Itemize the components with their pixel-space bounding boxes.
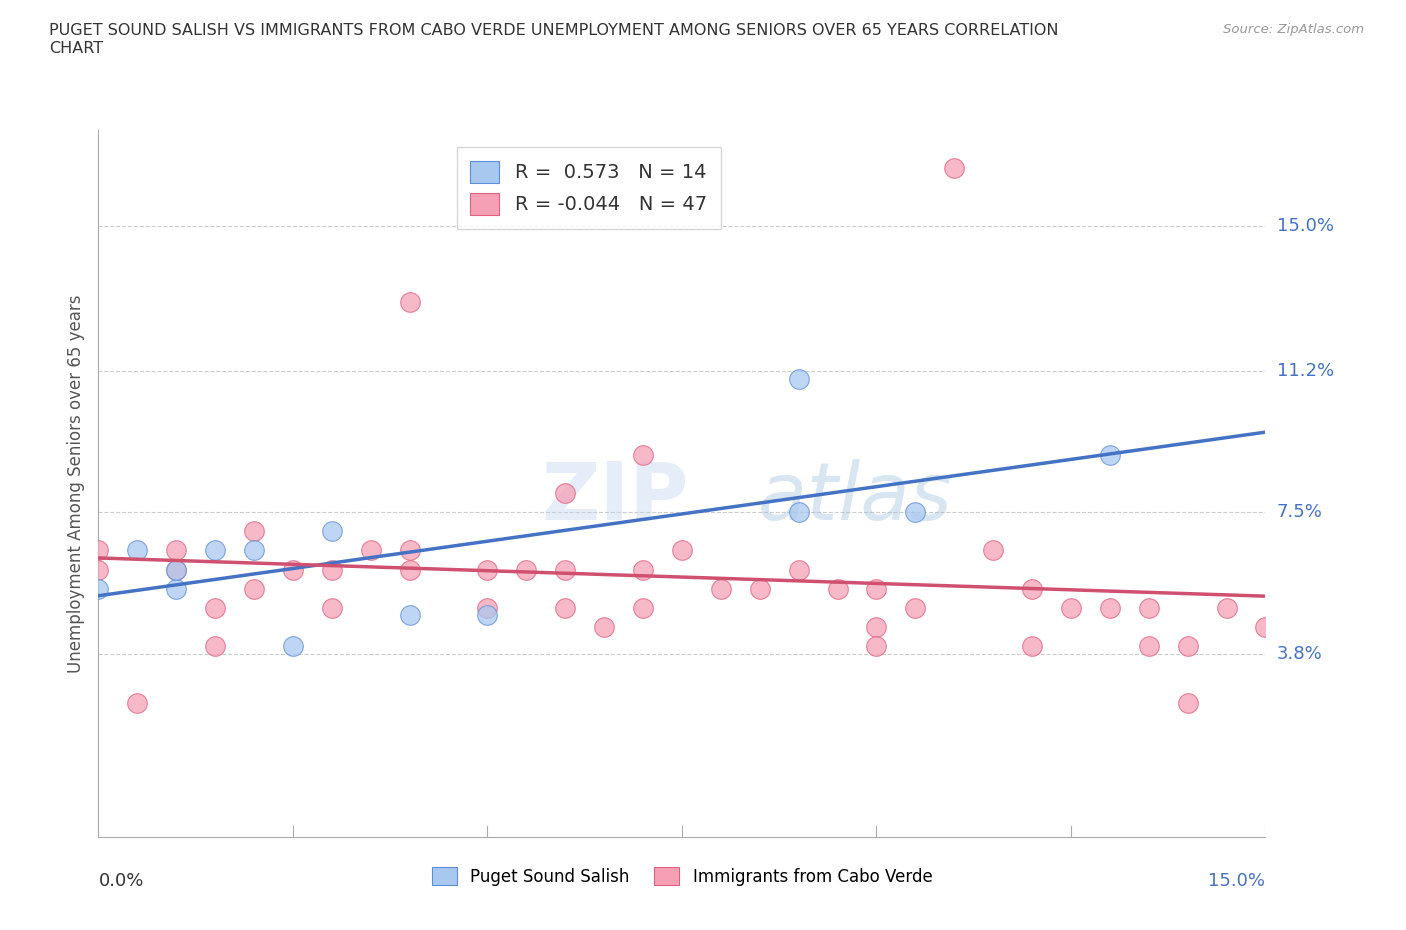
Text: Source: ZipAtlas.com: Source: ZipAtlas.com xyxy=(1223,23,1364,36)
Point xyxy=(165,562,187,577)
Point xyxy=(321,562,343,577)
Text: 11.2%: 11.2% xyxy=(1277,362,1334,379)
Point xyxy=(515,562,537,577)
Point xyxy=(398,543,420,558)
Point xyxy=(360,543,382,558)
Point xyxy=(671,543,693,558)
Point xyxy=(631,601,654,616)
Point xyxy=(748,581,770,596)
Point xyxy=(321,601,343,616)
Point xyxy=(904,601,927,616)
Point xyxy=(787,562,810,577)
Point xyxy=(593,619,616,634)
Point xyxy=(281,562,304,577)
Point xyxy=(321,524,343,538)
Text: PUGET SOUND SALISH VS IMMIGRANTS FROM CABO VERDE UNEMPLOYMENT AMONG SENIORS OVER: PUGET SOUND SALISH VS IMMIGRANTS FROM CA… xyxy=(49,23,1059,56)
Point xyxy=(1060,601,1083,616)
Point xyxy=(943,161,966,176)
Text: atlas: atlas xyxy=(758,458,952,537)
Legend: Puget Sound Salish, Immigrants from Cabo Verde: Puget Sound Salish, Immigrants from Cabo… xyxy=(425,861,939,892)
Point xyxy=(243,543,266,558)
Point xyxy=(243,581,266,596)
Point xyxy=(865,639,887,654)
Point xyxy=(1254,619,1277,634)
Point xyxy=(981,543,1004,558)
Point xyxy=(554,485,576,500)
Point xyxy=(1098,601,1121,616)
Text: 0.0%: 0.0% xyxy=(98,872,143,890)
Point xyxy=(1177,696,1199,711)
Point xyxy=(127,543,149,558)
Point xyxy=(204,543,226,558)
Point xyxy=(631,447,654,462)
Point xyxy=(204,601,226,616)
Point xyxy=(477,601,499,616)
Point xyxy=(477,608,499,623)
Point xyxy=(165,581,187,596)
Point xyxy=(865,619,887,634)
Point xyxy=(1137,639,1160,654)
Point xyxy=(827,581,849,596)
Point xyxy=(865,581,887,596)
Point xyxy=(87,562,110,577)
Point xyxy=(787,371,810,386)
Text: 15.0%: 15.0% xyxy=(1277,217,1333,234)
Point xyxy=(204,639,226,654)
Point xyxy=(631,562,654,577)
Point xyxy=(398,295,420,310)
Text: 15.0%: 15.0% xyxy=(1208,872,1265,890)
Point xyxy=(87,543,110,558)
Point xyxy=(127,696,149,711)
Point xyxy=(1137,601,1160,616)
Text: ZIP: ZIP xyxy=(541,458,689,537)
Point xyxy=(710,581,733,596)
Point xyxy=(398,562,420,577)
Point xyxy=(904,505,927,520)
Point xyxy=(787,505,810,520)
Point xyxy=(554,601,576,616)
Text: 7.5%: 7.5% xyxy=(1277,503,1323,521)
Point xyxy=(554,562,576,577)
Point xyxy=(1177,639,1199,654)
Y-axis label: Unemployment Among Seniors over 65 years: Unemployment Among Seniors over 65 years xyxy=(66,295,84,672)
Point xyxy=(281,639,304,654)
Point xyxy=(165,562,187,577)
Point xyxy=(165,543,187,558)
Point xyxy=(477,562,499,577)
Point xyxy=(1215,601,1237,616)
Text: 3.8%: 3.8% xyxy=(1277,644,1322,662)
Point xyxy=(1098,447,1121,462)
Point xyxy=(1021,581,1043,596)
Point xyxy=(398,608,420,623)
Point xyxy=(243,524,266,538)
Point xyxy=(1021,639,1043,654)
Point xyxy=(87,581,110,596)
